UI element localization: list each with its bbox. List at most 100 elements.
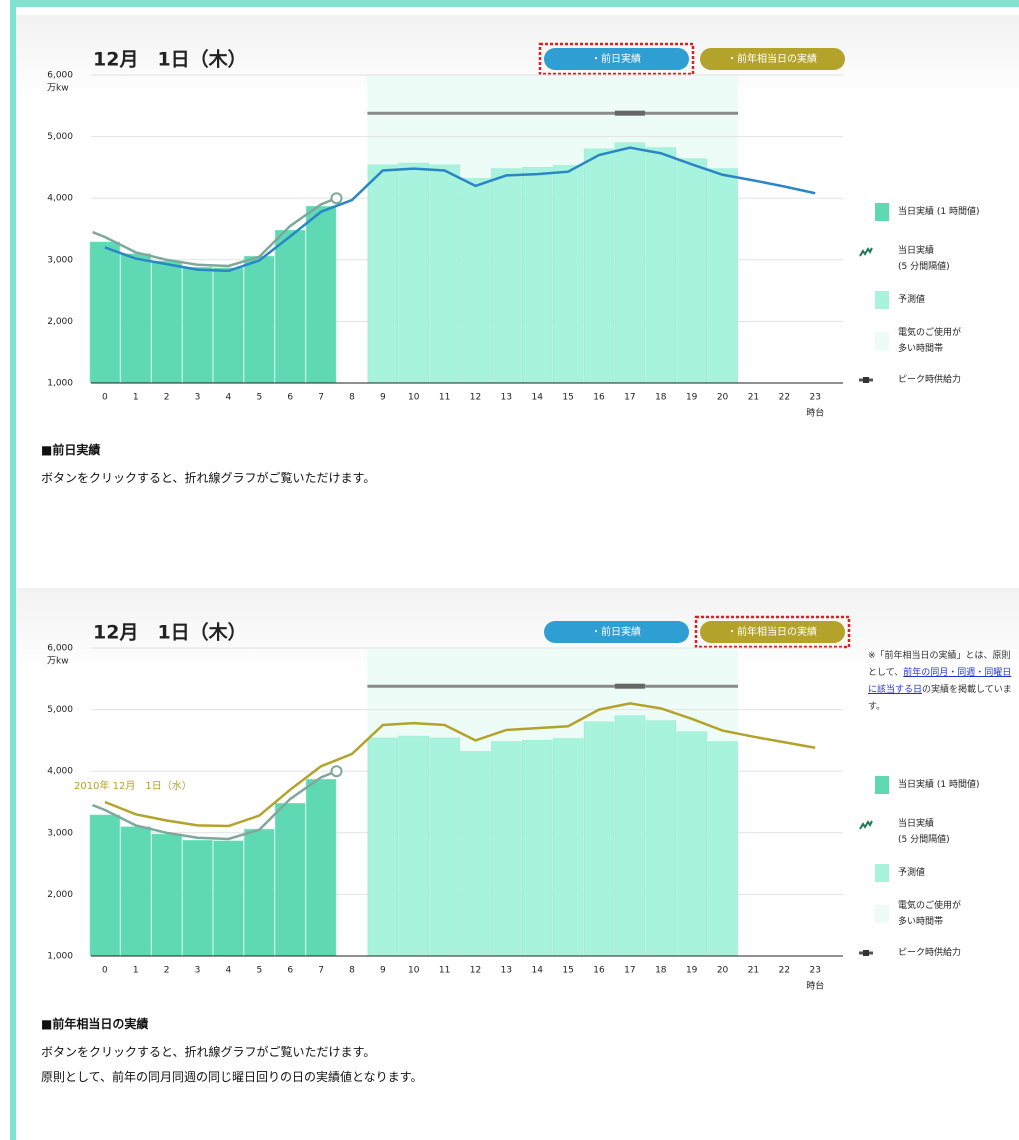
date: 12月 1日（木）	[93, 621, 247, 644]
x-tick-label: 8	[349, 393, 355, 403]
x-tick-label: 16	[593, 393, 605, 403]
x-tick-label: 19	[686, 393, 698, 403]
legend-label: 電気のご使用が 多い時間帯	[898, 328, 962, 354]
section-line: 原則として、前年の同月同週の同じ曜日回りの日の実績値となります。	[41, 1070, 423, 1084]
x-tick-label: 10	[408, 393, 420, 403]
legend-label: ピーク時供給力	[898, 375, 962, 385]
x-tick-label: 1	[133, 966, 139, 976]
peak-marker	[614, 683, 645, 689]
button-label[interactable]: ・前日実績	[591, 625, 641, 638]
x-tick-label: 3	[195, 966, 201, 976]
y-tick-label: 4,000	[47, 194, 73, 204]
bar	[305, 778, 337, 957]
swatch-icon	[859, 950, 873, 956]
x-tick-label: 16	[593, 966, 605, 976]
x-tick-label: 20	[717, 966, 729, 976]
x-tick-label: 11	[439, 393, 450, 403]
section-line: ボタンをクリックすると、折れ線グラフがご覧いただけます。	[41, 471, 376, 485]
frame	[10, 0, 1019, 7]
bar	[583, 148, 615, 384]
swatch-icon	[859, 820, 873, 830]
button[interactable]	[544, 621, 689, 643]
y-tick-label: 1,000	[47, 952, 73, 962]
y-tick-label: 3,000	[47, 828, 73, 838]
bar	[491, 168, 522, 384]
x-tick-label: 13	[501, 966, 512, 976]
bar	[460, 751, 491, 957]
legend-item: 電気のご使用が 多い時間帯	[875, 898, 961, 930]
bar	[707, 741, 738, 957]
button-label[interactable]: ・前年相当日の実績	[727, 52, 817, 65]
legend-swatch	[859, 820, 889, 841]
section: ■前年相当日の実績 ボタンをクリックすると、折れ線グラフがご覧いただけます。 原則と…	[41, 1015, 422, 1090]
x-tick-label: 13	[501, 393, 512, 403]
legend-item: 予測値	[875, 864, 925, 882]
line	[92, 770, 337, 841]
bar	[244, 828, 275, 957]
legend-swatch	[859, 944, 889, 962]
x-tick-label: 14	[532, 393, 544, 403]
bar	[583, 721, 615, 957]
legend-item: 当日実績 (5 分間隔値)	[859, 816, 950, 848]
y-tick-label: 4,000	[47, 767, 73, 777]
bar	[182, 266, 213, 384]
y-tick-label: 3,000	[47, 255, 73, 265]
bar	[522, 740, 553, 957]
x-tick-label: 9	[380, 966, 386, 976]
legend-item: 予測値	[875, 291, 925, 309]
x-tick-label: 17	[624, 966, 635, 976]
x-tick-label: 3	[195, 393, 201, 403]
x-tick-label: 21	[748, 393, 759, 403]
bar	[676, 158, 707, 384]
x-tick-label: 18	[655, 966, 667, 976]
x-tick-label: 22	[779, 393, 790, 403]
bar	[182, 839, 213, 957]
bar	[275, 802, 306, 957]
legend-item: 当日実績 (5 分間隔値)	[859, 243, 950, 275]
x-tick-label: 0	[102, 393, 108, 403]
x-tick-label: 17	[624, 393, 635, 403]
button-label[interactable]: ・前年相当日の実績	[727, 625, 817, 638]
button[interactable]	[544, 48, 689, 70]
bar	[522, 167, 553, 384]
x-tick-label: 11	[439, 966, 450, 976]
bar	[398, 162, 429, 384]
peak-marker	[614, 110, 645, 116]
x-tick-label: 4	[226, 966, 232, 976]
button[interactable]	[700, 48, 845, 70]
legend-swatch	[875, 905, 889, 923]
line	[92, 197, 337, 268]
bar	[645, 147, 676, 384]
note-link[interactable]: 前年の同月・同週・同曜日に該当する日	[868, 668, 1012, 695]
x-tick-label: 7	[318, 393, 324, 403]
button-label[interactable]: ・前日実績	[591, 52, 641, 65]
legend-swatch	[859, 371, 889, 389]
button[interactable]	[700, 621, 845, 643]
swatch-icon	[859, 377, 873, 383]
bar	[151, 833, 182, 957]
line-end-marker	[330, 765, 343, 778]
chart: 12月 1日（木） ・前日実績 ・前年相当日の実績 1,000 2,000 3,000 4,…	[47, 42, 845, 419]
x-tick-label: 5	[256, 393, 262, 403]
bar	[120, 253, 151, 384]
legend: 当日実績 (1 時間値) 当日実績 (5 分間隔値) 予測値 電気のご使用が 多い時間…	[859, 588, 1015, 988]
x-tick-label: 15	[562, 966, 573, 976]
x-tick-label: 1	[133, 393, 139, 403]
legend-label: 予測値	[898, 868, 926, 878]
bar	[676, 731, 707, 957]
bar	[614, 715, 646, 957]
bar	[367, 737, 399, 957]
bar	[398, 735, 429, 957]
legend-swatch	[875, 203, 889, 221]
bar	[429, 737, 460, 957]
x-tick-label: 14	[532, 966, 544, 976]
chart-panel: 12月 1日（木） ・前日実績 ・前年相当日の実績 1,000 2,000 3,000 4,…	[16, 588, 1019, 1108]
legend-label: 電気のご使用が 多い時間帯	[898, 901, 962, 927]
y-tick-label: 2,000	[47, 890, 73, 900]
x-tick-label: 0	[102, 966, 108, 976]
legend-swatch	[875, 864, 889, 882]
bar	[552, 738, 584, 957]
section-heading: ■前日実績	[41, 443, 101, 457]
y-tick-label: 5,000	[47, 132, 73, 142]
x-tick-label: 15	[562, 393, 573, 403]
